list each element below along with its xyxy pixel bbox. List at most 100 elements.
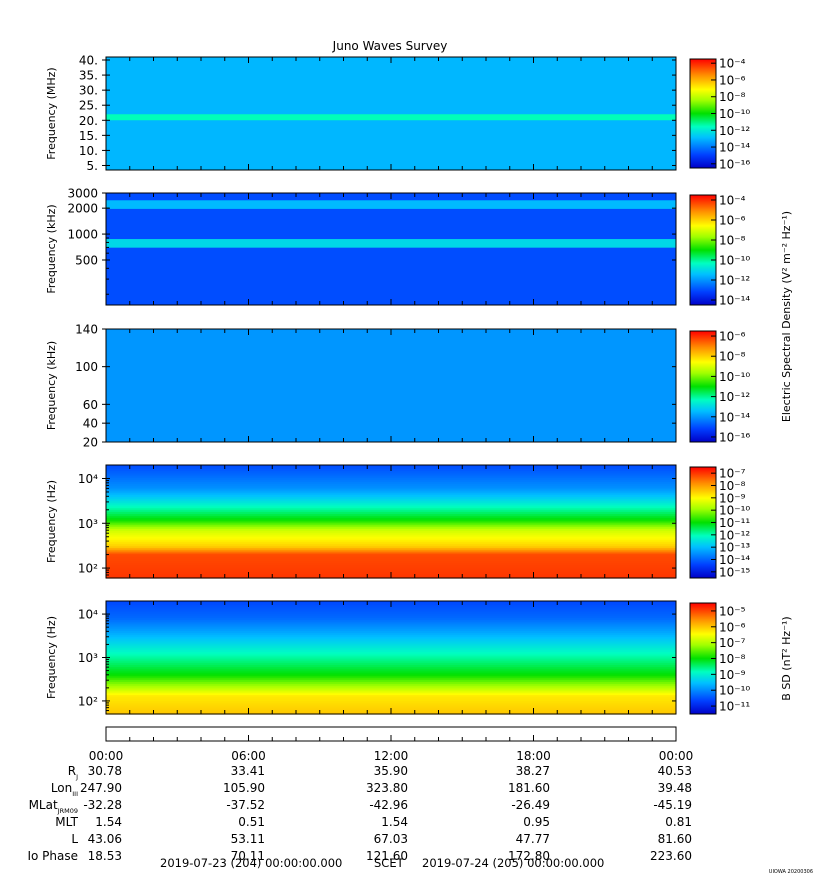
chart-title: Juno Waves Survey [332, 39, 448, 53]
spectrogram-background [106, 329, 676, 442]
colorbar-tick-label: 10⁻¹¹ [719, 516, 750, 530]
spectrogram-background [106, 193, 676, 305]
colorbar-tick-label: 10⁻¹² [719, 528, 750, 542]
colorbar-tick-label: 10⁻¹⁶ [719, 157, 750, 171]
colorbar-5: 10⁻¹¹ 10⁻¹⁰ 10⁻⁹ 10⁻⁸ 10⁻⁷ 10⁻⁶ 10⁻⁵ B SD (nT² … [689, 602, 793, 715]
spectrogram-strip [106, 636, 676, 640]
spectrogram-strip [106, 691, 676, 694]
spectrogram-strip [106, 481, 676, 485]
colorbar-tick-label: 10⁻⁶ [719, 73, 746, 87]
y-tick-label: 20. [79, 114, 98, 128]
spectrogram-strip [106, 646, 676, 649]
colorbar-tick-label: 10⁻⁴ [719, 57, 746, 71]
spectrogram-strip [106, 485, 676, 489]
y-tick-label: 20 [83, 436, 98, 450]
y-tick-label: 1000 [67, 228, 98, 242]
spectrogram-strip [106, 668, 676, 672]
spectrogram-strip [106, 704, 676, 708]
colorbar-label: Electric Spectral Density (V² m⁻² Hz⁻¹) [780, 211, 793, 422]
spectrogram-strip [106, 513, 676, 517]
colorbar-tick-label: 10⁻¹⁰ [719, 254, 750, 268]
credit-text: UIOWA 20200306 [769, 869, 813, 875]
spectrogram-strip [106, 689, 676, 692]
spectrogram-strip [106, 498, 676, 502]
ephemeris-value: 121.60 [366, 849, 408, 863]
spectrogram-5 [106, 601, 676, 715]
footer-scet: SCET [374, 856, 405, 870]
time-tick-label: 00:00 [659, 749, 694, 763]
time-tick-label: 12:00 [374, 749, 409, 763]
spectrogram-strip [106, 549, 676, 553]
time-tick-label: 06:00 [231, 749, 266, 763]
spectrogram-strip [106, 606, 676, 610]
ephemeris-value: 67.03 [374, 832, 408, 846]
colorbar-tick-label: 10⁻⁹ [719, 668, 746, 682]
y-tick-label: 10² [78, 562, 98, 576]
ephemeris-label: RJ [68, 764, 78, 781]
spectrogram-strip [106, 483, 676, 487]
spectrogram-strip [106, 666, 676, 670]
y-axis-label: Frequency (MHz) [45, 67, 58, 159]
colorbar-gradient [689, 194, 717, 306]
footer-start: 2019-07-23 (204) 00:00:00.000 [160, 856, 342, 870]
spectrogram-strip [106, 480, 676, 483]
colorbar-tick-label: 10⁻⁶ [719, 330, 746, 344]
y-tick-label: 140 [75, 323, 98, 337]
y-axis-label: Frequency (kHz) [45, 204, 58, 293]
ephemeris-value: 1.54 [381, 815, 408, 829]
spectrogram-strip [106, 612, 676, 615]
y-tick-label: 40. [79, 54, 98, 68]
colorbar-tick-label: 10⁻¹⁴ [719, 141, 750, 155]
spectrogram-strip [106, 570, 676, 573]
spectrogram-strip [106, 489, 676, 492]
colorbar-label: B SD (nT² Hz⁻¹) [780, 616, 793, 700]
colorbar-tick-label: 10⁻¹⁰ [719, 684, 750, 698]
spectrogram-strip [106, 633, 676, 636]
colorbar-tick-label: 10⁻¹⁶ [719, 430, 750, 444]
colorbar-tick-label: 10⁻⁶ [719, 620, 746, 634]
colorbar-tick-label: 10⁻⁸ [719, 90, 746, 104]
spectrogram-strip [106, 670, 676, 674]
emission-band [106, 114, 676, 121]
spectrogram-strip [106, 476, 676, 479]
colorbar-1: 10⁻¹⁶ 10⁻¹⁴ 10⁻¹² 10⁻¹⁰ 10⁻⁸ 10⁻⁶ 10⁻⁴ [689, 57, 750, 171]
colorbar-tick-label: 10⁻¹⁰ [719, 504, 750, 518]
ephemeris-value: 223.60 [650, 849, 692, 863]
spectrogram-strip [106, 502, 676, 506]
spectrogram-strip [106, 644, 676, 647]
colorbar-tick-label: 10⁻¹⁰ [719, 107, 750, 121]
colorbar-tick-label: 10⁻⁸ [719, 350, 746, 364]
spectrogram-strip [106, 640, 676, 644]
ephemeris-value: 33.41 [231, 764, 265, 778]
spectrogram-strip [106, 648, 676, 651]
spectrogram-strip [106, 529, 676, 532]
y-tick-label: 10. [79, 144, 98, 158]
spectrogram-strip [106, 534, 676, 538]
spectrogram-strip [106, 655, 676, 659]
spectrogram-strip [106, 515, 676, 519]
spectrogram-strip [106, 617, 676, 621]
colorbar-tick-label: 10⁻⁸ [719, 234, 746, 248]
spectrogram-strip [106, 553, 676, 556]
ephemeris-table: RJ 30.78 33.41 35.90 38.27 40.53 LonIII 247.90 1… [27, 764, 692, 863]
colorbar-gradient [689, 330, 717, 443]
colorbar-tick-label: 10⁻⁵ [719, 604, 746, 618]
spectrogram-strip [106, 532, 676, 536]
spectrogram-strip [106, 627, 676, 630]
panel-1: 5.10.15.20.25.30.35.40. Frequency (MHz) 10… [45, 54, 750, 173]
spectrogram-strip [106, 559, 676, 562]
footer-end: 2019-07-24 (205) 00:00:00.000 [422, 856, 604, 870]
spectrogram-strip [106, 478, 676, 481]
spectrogram-strip [106, 672, 676, 676]
y-tick-label: 25. [79, 99, 98, 113]
ephemeris-value: 47.77 [516, 832, 550, 846]
emission-band [106, 200, 676, 209]
spectrogram-strip [106, 657, 676, 660]
spectrogram-strip [106, 538, 676, 541]
time-axis: 00:00 06:00 12:00 18:00 00:00 [89, 726, 694, 763]
spectrogram-strip [106, 687, 676, 691]
ephemeris-value: 18.53 [88, 849, 122, 863]
colorbar-tick-label: 10⁻¹³ [719, 541, 750, 555]
